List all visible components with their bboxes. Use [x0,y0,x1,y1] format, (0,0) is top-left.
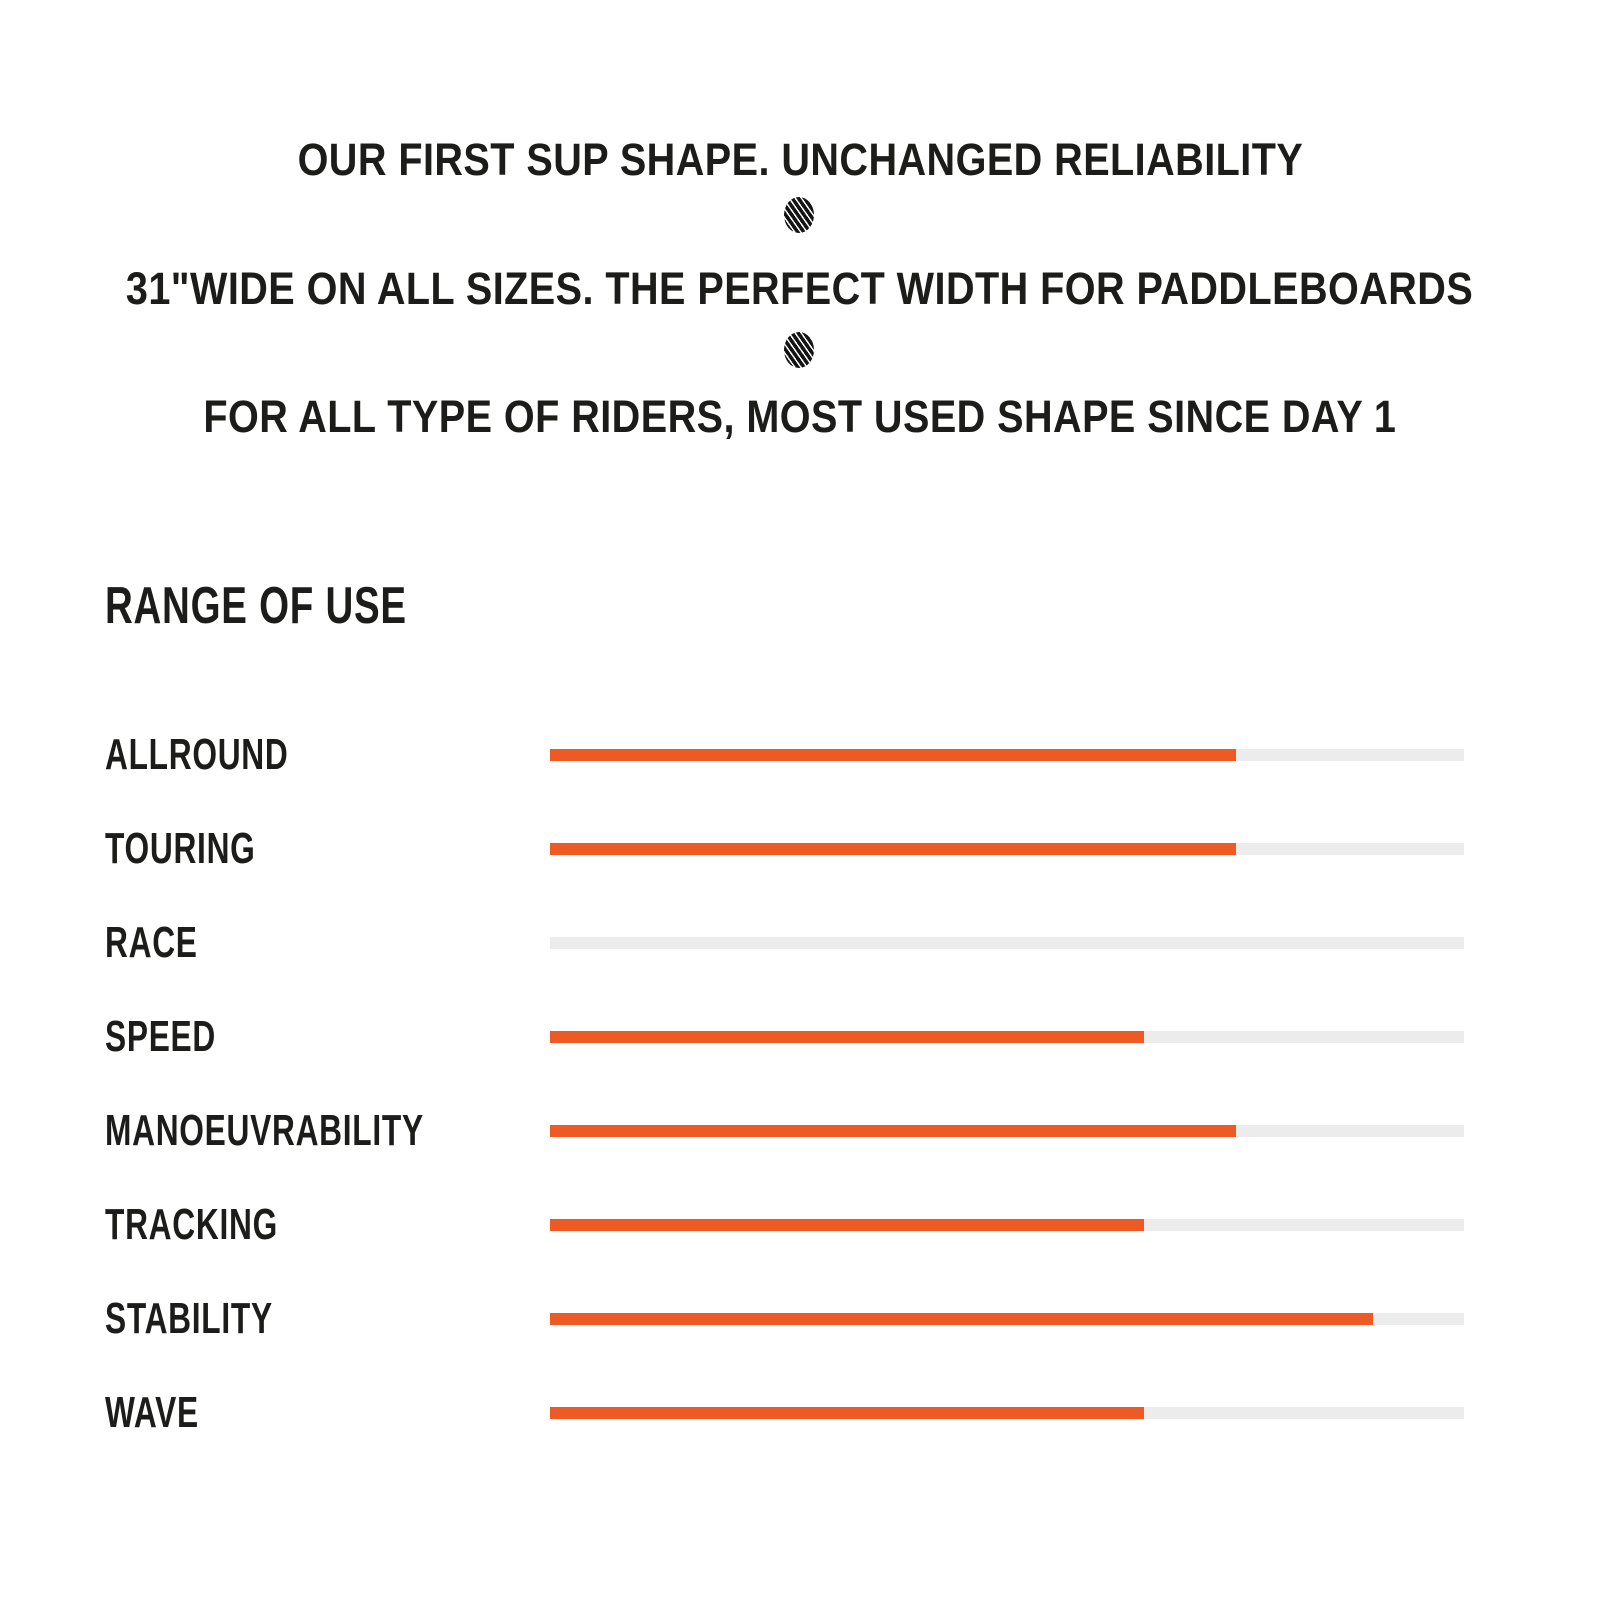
row-label: SPEED [105,1012,217,1061]
headline-line-3-text: FOR ALL TYPE OF RIDERS, MOST USED SHAPE … [203,391,1397,442]
bar-fill [550,1407,1145,1419]
row-label: WAVE [105,1388,199,1437]
chart-row: MANOEUVRABILITY [105,1084,1464,1178]
bar-track [550,1125,1464,1137]
bar-track [550,1031,1464,1043]
chart-row: WAVE [105,1366,1464,1460]
row-label-wrap: MANOEUVRABILITY [105,1106,550,1156]
chart-row: TRACKING [105,1178,1464,1272]
row-label-wrap: RACE [105,918,550,968]
bar-fill [550,1219,1145,1231]
scribble-dot-icon [784,197,814,233]
bar-track [550,1219,1464,1231]
row-label: STABILITY [105,1294,273,1343]
chart-title: RANGE OF USE [105,576,513,636]
chart-row: TOURING [105,802,1464,896]
headline-line-1: OUR FIRST SUP SHAPE. UNCHANGED RELIABILI… [0,134,1600,186]
range-of-use-chart: ALLROUND TOURING RACE SPEE [105,708,1464,1460]
row-label: MANOEUVRABILITY [105,1106,424,1155]
bar-track [550,843,1464,855]
headline-line-2-text: 31"WIDE ON ALL SIZES. THE PERFECT WIDTH … [126,263,1474,314]
bar-track [550,1407,1464,1419]
bar-fill [550,1125,1236,1137]
bar-fill [550,1313,1373,1325]
row-label: RACE [105,918,198,967]
bar-fill [550,843,1236,855]
chart-row: SPEED [105,990,1464,1084]
row-label-wrap: ALLROUND [105,730,550,780]
bar-track [550,937,1464,949]
row-label: TRACKING [105,1200,278,1249]
bar-track [550,1313,1464,1325]
row-label: ALLROUND [105,730,289,779]
row-label-wrap: SPEED [105,1012,550,1062]
bar-track [550,749,1464,761]
chart-row: STABILITY [105,1272,1464,1366]
row-label-wrap: TOURING [105,824,550,874]
row-label: TOURING [105,824,256,873]
bar-fill [550,1031,1145,1043]
chart-row: ALLROUND [105,708,1464,802]
headline-line-3: FOR ALL TYPE OF RIDERS, MOST USED SHAPE … [0,391,1600,443]
headline-line-1-text: OUR FIRST SUP SHAPE. UNCHANGED RELIABILI… [297,134,1303,185]
row-label-wrap: WAVE [105,1388,550,1438]
chart-row: RACE [105,896,1464,990]
row-label-wrap: STABILITY [105,1294,550,1344]
headline-line-2: 31"WIDE ON ALL SIZES. THE PERFECT WIDTH … [0,263,1600,315]
chart-title-text: RANGE OF USE [105,577,407,635]
bar-fill [550,749,1236,761]
scribble-dot-icon [784,332,814,368]
row-label-wrap: TRACKING [105,1200,550,1250]
